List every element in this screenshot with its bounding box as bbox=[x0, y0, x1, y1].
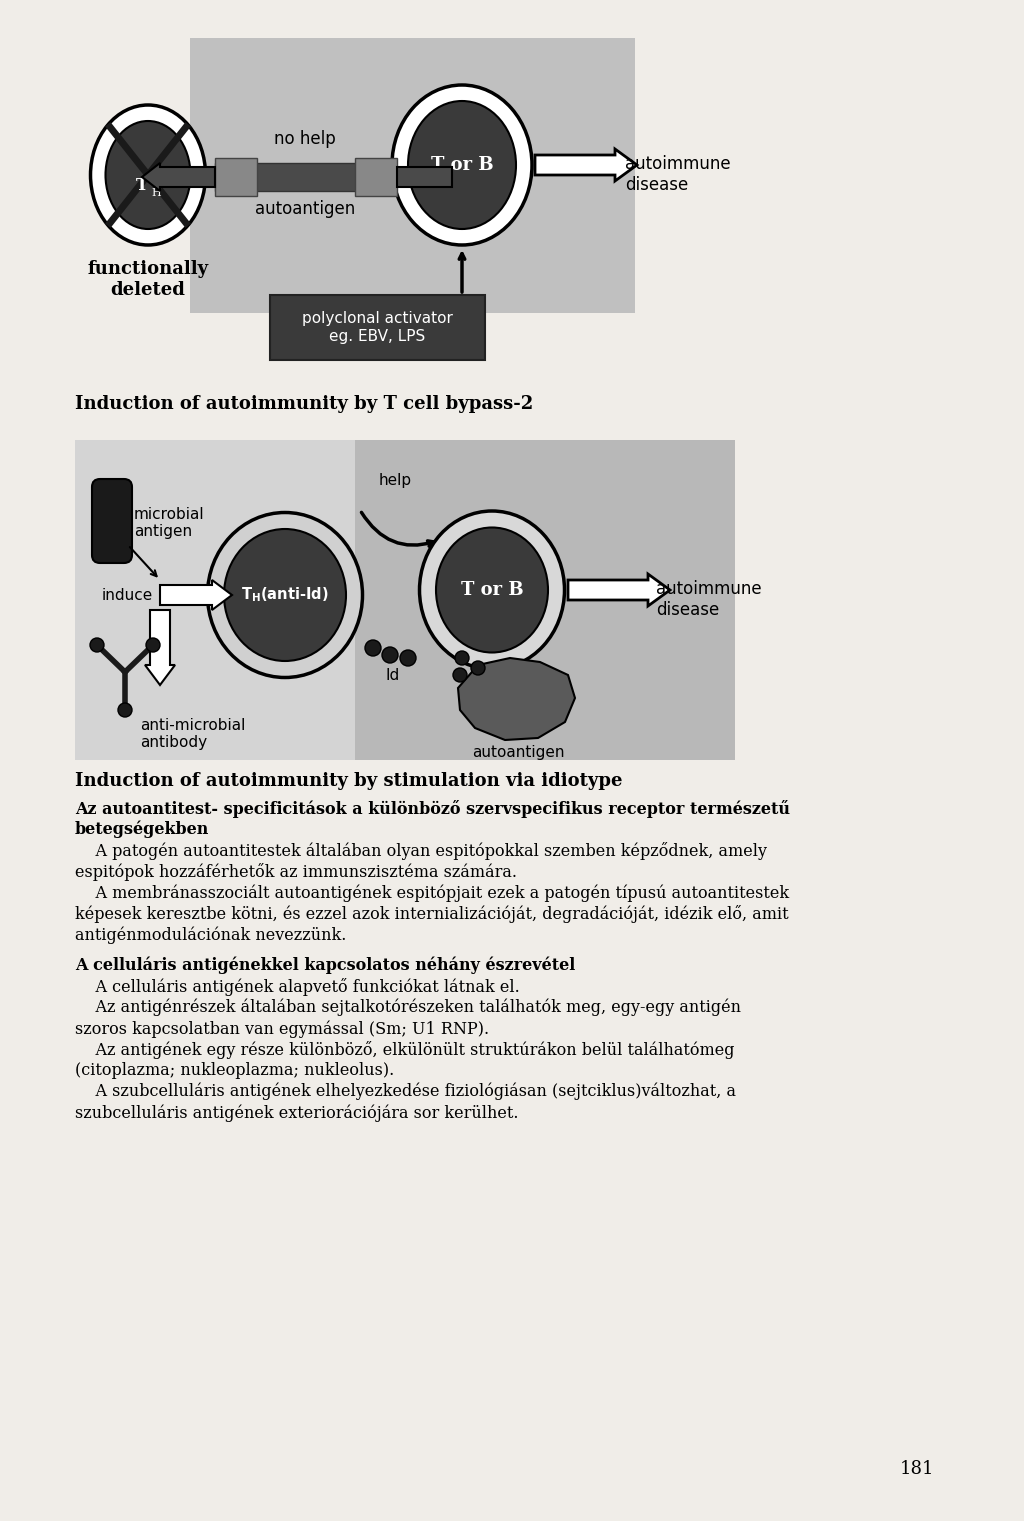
FancyBboxPatch shape bbox=[92, 479, 132, 563]
Text: microbial
antigen: microbial antigen bbox=[134, 506, 205, 540]
Text: szoros kapcsolatban van egymással (Sm; U1 RNP).: szoros kapcsolatban van egymással (Sm; U… bbox=[75, 1021, 489, 1037]
Circle shape bbox=[146, 637, 160, 653]
Text: $\mathregular{T_H}$(anti-Id): $\mathregular{T_H}$(anti-Id) bbox=[242, 586, 329, 604]
Text: A celluláris antigénekkel kapcsolatos néhány észrevétel: A celluláris antigénekkel kapcsolatos né… bbox=[75, 957, 575, 975]
Ellipse shape bbox=[420, 511, 564, 669]
FancyArrow shape bbox=[535, 149, 637, 181]
Text: Induction of autoimmunity by stimulation via idiotype: Induction of autoimmunity by stimulation… bbox=[75, 773, 623, 789]
Ellipse shape bbox=[90, 105, 206, 245]
Circle shape bbox=[453, 668, 467, 681]
Text: (citoplazma; nukleoplazma; nukleolus).: (citoplazma; nukleoplazma; nukleolus). bbox=[75, 1062, 394, 1078]
FancyArrow shape bbox=[160, 580, 232, 610]
FancyArrow shape bbox=[397, 167, 452, 187]
Text: autoimmune
disease: autoimmune disease bbox=[625, 155, 731, 193]
Circle shape bbox=[90, 637, 104, 653]
Bar bbox=[75, 440, 735, 760]
Ellipse shape bbox=[105, 122, 190, 230]
Text: help: help bbox=[379, 473, 412, 488]
FancyArrow shape bbox=[145, 610, 175, 684]
Text: autoantigen: autoantigen bbox=[472, 745, 564, 760]
Text: betegségekben: betegségekben bbox=[75, 821, 209, 838]
FancyArrow shape bbox=[568, 573, 670, 605]
Text: autoimmune
disease: autoimmune disease bbox=[656, 580, 762, 619]
Ellipse shape bbox=[408, 100, 516, 230]
Text: T: T bbox=[136, 176, 148, 193]
Text: Az antigének egy része különböző, elkülönült struktúrákon belül találhatómeg: Az antigének egy része különböző, elkülö… bbox=[75, 1040, 734, 1059]
Ellipse shape bbox=[436, 528, 548, 653]
Circle shape bbox=[382, 646, 398, 663]
Bar bbox=[215, 158, 257, 196]
Text: functionally
deleted: functionally deleted bbox=[87, 260, 209, 298]
Bar bbox=[355, 440, 735, 760]
Circle shape bbox=[455, 651, 469, 665]
Text: induce: induce bbox=[101, 587, 153, 602]
Text: Induction of autoimmunity by T cell bypass-2: Induction of autoimmunity by T cell bypa… bbox=[75, 395, 534, 414]
Circle shape bbox=[400, 649, 416, 666]
Bar bbox=[270, 295, 485, 360]
Text: A membránasszociált autoantigének espitópjait ezek a patogén típusú autoantitest: A membránasszociált autoantigének espitó… bbox=[75, 884, 790, 902]
Ellipse shape bbox=[224, 529, 346, 662]
Text: anti-microbial
antibody: anti-microbial antibody bbox=[140, 718, 246, 750]
Text: 181: 181 bbox=[900, 1460, 935, 1478]
Ellipse shape bbox=[392, 85, 532, 245]
Text: H: H bbox=[152, 189, 161, 198]
Text: A celluláris antigének alapvető funkciókat látnak el.: A celluláris antigének alapvető funkciók… bbox=[75, 978, 520, 996]
Text: A patogén autoantitestek általában olyan espitópokkal szemben képződnek, amely: A patogén autoantitestek általában olyan… bbox=[75, 843, 767, 859]
Text: Id: Id bbox=[386, 668, 400, 683]
Text: Az autoantitest- specificitások a különböző szervspecifikus receptor természetű: Az autoantitest- specificitások a különb… bbox=[75, 800, 790, 818]
Text: A szubcelluláris antigének elhelyezkedése fiziológiásan (sejtciklus)változhat, a: A szubcelluláris antigének elhelyezkedés… bbox=[75, 1083, 736, 1101]
Bar bbox=[190, 38, 635, 313]
Circle shape bbox=[118, 703, 132, 716]
Text: antigénmodulációnak nevezzünk.: antigénmodulációnak nevezzünk. bbox=[75, 926, 346, 943]
Bar bbox=[215, 163, 397, 192]
FancyArrow shape bbox=[142, 163, 215, 192]
Bar bbox=[355, 158, 397, 196]
Text: no help: no help bbox=[274, 129, 336, 148]
Text: autoantigen: autoantigen bbox=[255, 199, 355, 218]
Text: képesek keresztbe kötni, és ezzel azok internializációját, degradációját, idézik: képesek keresztbe kötni, és ezzel azok i… bbox=[75, 905, 788, 923]
Circle shape bbox=[471, 662, 485, 675]
Polygon shape bbox=[458, 659, 575, 741]
Text: T or B: T or B bbox=[461, 581, 523, 599]
Text: espitópok hozzáférhetők az immunszisztéma számára.: espitópok hozzáférhetők az immunszisztém… bbox=[75, 862, 517, 881]
Text: szubcelluláris antigének exteriorációjára sor kerülhet.: szubcelluláris antigének exteriorációjár… bbox=[75, 1104, 518, 1121]
Ellipse shape bbox=[208, 513, 362, 677]
Circle shape bbox=[365, 640, 381, 656]
Text: Az antigénrészek általában sejtalkotórészeken találhatók meg, egy-egy antigén: Az antigénrészek általában sejtalkotórés… bbox=[75, 999, 741, 1016]
Text: T or B: T or B bbox=[431, 157, 494, 173]
Text: polyclonal activator
eg. EBV, LPS: polyclonal activator eg. EBV, LPS bbox=[302, 312, 453, 344]
